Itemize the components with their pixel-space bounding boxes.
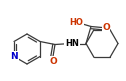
Text: N: N bbox=[10, 52, 18, 61]
Text: O: O bbox=[49, 57, 57, 66]
Text: HO: HO bbox=[69, 18, 83, 27]
Text: O: O bbox=[102, 23, 110, 32]
Text: HN: HN bbox=[65, 39, 79, 48]
